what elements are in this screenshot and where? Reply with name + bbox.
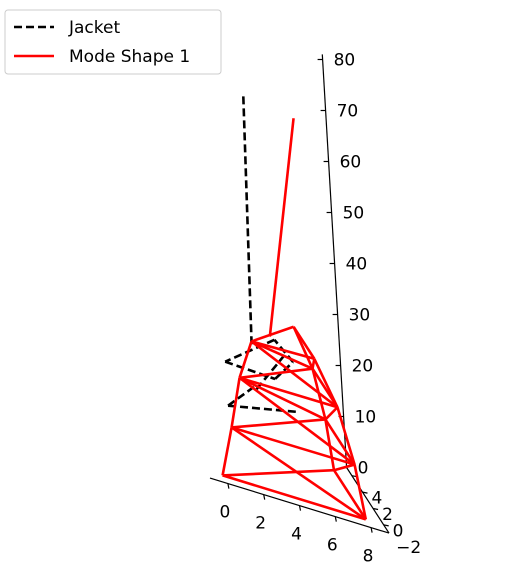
z-axis-tick-label: 30 xyxy=(349,306,371,326)
y-axis-tick-label: 0 xyxy=(393,522,404,542)
series-jacket-segment xyxy=(228,386,256,406)
legend: Jacket Mode Shape 1 xyxy=(5,10,221,74)
x-axis-tick-label: 4 xyxy=(291,525,302,545)
series-jacket-segment xyxy=(228,406,298,412)
z-axis-tick-label: 70 xyxy=(337,102,359,122)
series-mode-shape-1-segment xyxy=(313,359,315,369)
series-mode-shape-1-segment xyxy=(325,407,337,419)
legend-label-jacket: Jacket xyxy=(68,18,120,38)
series-jacket-segment xyxy=(243,93,251,344)
z-axis-tick-label: 0 xyxy=(358,459,369,479)
x-axis-tick-label: 6 xyxy=(327,536,338,556)
series-mode-shape-1-segment xyxy=(223,475,366,519)
series-mode-shape-1-segment xyxy=(223,427,232,475)
series-mode-shape-1-segment xyxy=(251,327,293,342)
legend-label-mode-shape-1: Mode Shape 1 xyxy=(69,47,190,67)
z-axis-tick-label: 50 xyxy=(343,204,365,224)
series-mode-shape-1-segment xyxy=(240,341,252,377)
x-axis-tick-label: 2 xyxy=(255,514,266,534)
series-mode-shape-1-segment xyxy=(223,470,334,475)
series-jacket xyxy=(225,93,298,412)
z-axis-tick-label: 60 xyxy=(340,153,362,173)
z-axis-tick-label: 80 xyxy=(334,51,356,71)
series-mode-shape-1-segment xyxy=(232,427,355,464)
series-mode-shape-1-segment xyxy=(334,465,355,471)
z-axis-tick-label: 10 xyxy=(355,408,377,428)
y-axis-tick-label: 4 xyxy=(371,489,382,509)
x-axis-tick-label: 0 xyxy=(219,503,230,523)
y-axis-tick-label: 2 xyxy=(382,505,393,525)
series-mode-shape-1-segment xyxy=(240,378,355,465)
series-mode-shape-1 xyxy=(223,118,366,519)
series-mode-shape-1-segment xyxy=(232,419,326,427)
series-mode-shape-1-segment xyxy=(270,118,294,336)
x-axis-tick-label: 8 xyxy=(363,547,374,567)
z-axis-tick-label: 40 xyxy=(346,255,368,275)
z-axis-tick-label: 20 xyxy=(352,357,374,377)
